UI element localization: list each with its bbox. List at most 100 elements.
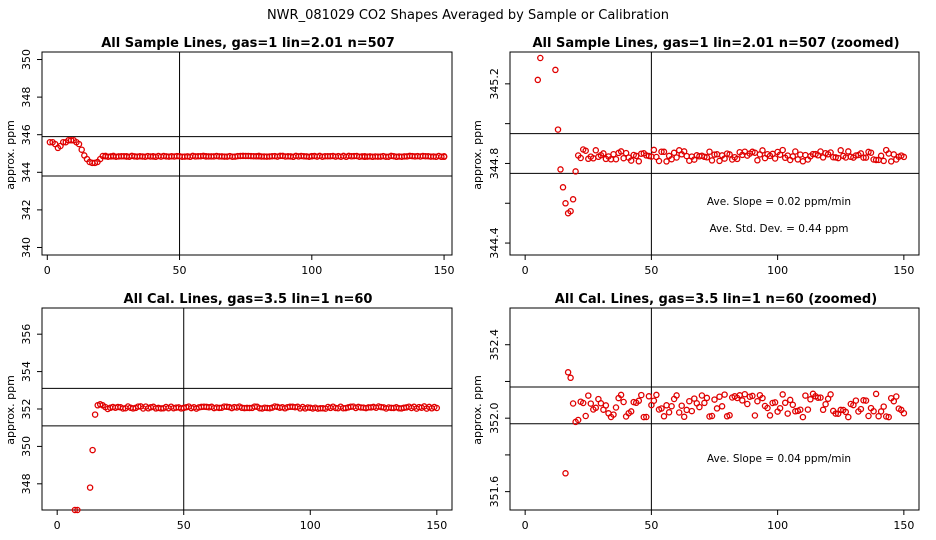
data-point [817, 394, 824, 401]
data-point [872, 390, 880, 398]
data-point [660, 413, 668, 420]
data-point [711, 396, 718, 403]
data-point [890, 397, 898, 405]
data-point [779, 391, 786, 398]
data-point [668, 402, 675, 410]
y-tick-label: 356 [20, 324, 33, 345]
data-point [789, 153, 797, 160]
data-point [862, 397, 870, 404]
y-axis-label: approx. ppm [471, 120, 484, 190]
figure-title: NWR_081029 CO2 Shapes Averaged by Sample… [267, 8, 669, 23]
data-point [71, 506, 79, 514]
data-point [74, 506, 81, 514]
data-point [567, 374, 574, 382]
x-tick-label: 50 [177, 519, 191, 532]
data-point [587, 400, 595, 407]
x-tick-label: 100 [300, 519, 321, 532]
data-point [559, 184, 567, 191]
data-point [741, 390, 749, 398]
data-point [781, 399, 789, 407]
data-point [89, 446, 96, 454]
data-point [827, 391, 834, 398]
y-axis-label: approx. ppm [4, 120, 17, 190]
data-point [440, 153, 448, 161]
data-point [890, 151, 898, 158]
panel-title: All Cal. Lines, gas=3.5 lin=1 n=60 (zoom… [555, 292, 877, 307]
data-point [574, 416, 582, 424]
data-point [703, 394, 711, 402]
y-tick-label: 344 [20, 162, 33, 183]
data-point [857, 405, 865, 413]
data-point [779, 146, 786, 154]
data-point [67, 137, 75, 144]
x-tick-label: 100 [767, 264, 788, 277]
data-point [708, 412, 716, 420]
data-point [784, 410, 791, 417]
data-point [726, 412, 733, 419]
data-point [670, 149, 678, 157]
data-point [759, 394, 766, 402]
data-point [91, 411, 99, 418]
data-point [592, 404, 600, 412]
data-point [663, 158, 670, 165]
data-point [819, 406, 827, 414]
data-point [75, 140, 83, 148]
data-point [688, 407, 696, 415]
data-point [569, 196, 577, 203]
data-point [658, 405, 665, 412]
x-tick-label: 50 [173, 264, 187, 277]
data-point [845, 413, 852, 421]
data-point [673, 392, 680, 399]
panel-bottom-left: All Cal. Lines, gas=3.5 lin=1 n=60 appro… [4, 292, 453, 532]
x-tick-label: 50 [644, 519, 658, 532]
data-point [766, 412, 774, 419]
data-point [602, 402, 610, 409]
data-point [701, 399, 708, 407]
data-point [592, 147, 600, 154]
data-point [754, 397, 761, 405]
data-point [612, 155, 620, 163]
y-tick-label: 352.4 [488, 329, 501, 361]
data-point [650, 397, 658, 404]
panel-top-left: All Sample Lines, gas=1 lin=2.01 n=507 a… [4, 36, 455, 277]
data-point [632, 152, 640, 160]
data-point [708, 157, 716, 164]
data-point [845, 148, 852, 155]
x-tick-label: 150 [893, 519, 914, 532]
data-point [771, 155, 779, 162]
x-tick-label: 100 [767, 519, 788, 532]
data-point [643, 413, 650, 421]
data-point [653, 391, 660, 399]
data-point [645, 393, 653, 400]
data-point [617, 391, 625, 399]
data-point [721, 391, 728, 398]
annotation-slope: Ave. Slope = 0.02 ppm/min [707, 196, 851, 208]
data-point [701, 153, 708, 161]
panel-title: All Sample Lines, gas=1 lin=2.01 n=507 (… [532, 36, 899, 51]
data-point [635, 397, 643, 405]
data-point [600, 150, 607, 157]
data-point [635, 158, 643, 165]
data-point [660, 148, 668, 156]
y-tick-label: 350 [20, 49, 33, 70]
data-point [827, 149, 834, 156]
data-point [534, 76, 542, 84]
y-tick-label: 350 [20, 436, 33, 457]
data-point [585, 392, 592, 399]
data-point [842, 408, 850, 416]
data-point [880, 157, 887, 165]
data-point [59, 138, 67, 146]
data-point [706, 148, 713, 155]
data-point [716, 157, 723, 165]
plot-frame [509, 307, 920, 511]
data-point [627, 157, 635, 164]
data-point [875, 412, 882, 420]
data-point [893, 393, 900, 400]
annotation-std-dev: Ave. Std. Dev. = 0.44 ppm [709, 223, 848, 235]
data-point [718, 403, 726, 410]
data-point [887, 158, 895, 165]
data-point [776, 151, 784, 158]
y-axis-label: approx. ppm [471, 375, 484, 445]
data-point [562, 200, 569, 207]
data-point [797, 406, 804, 413]
